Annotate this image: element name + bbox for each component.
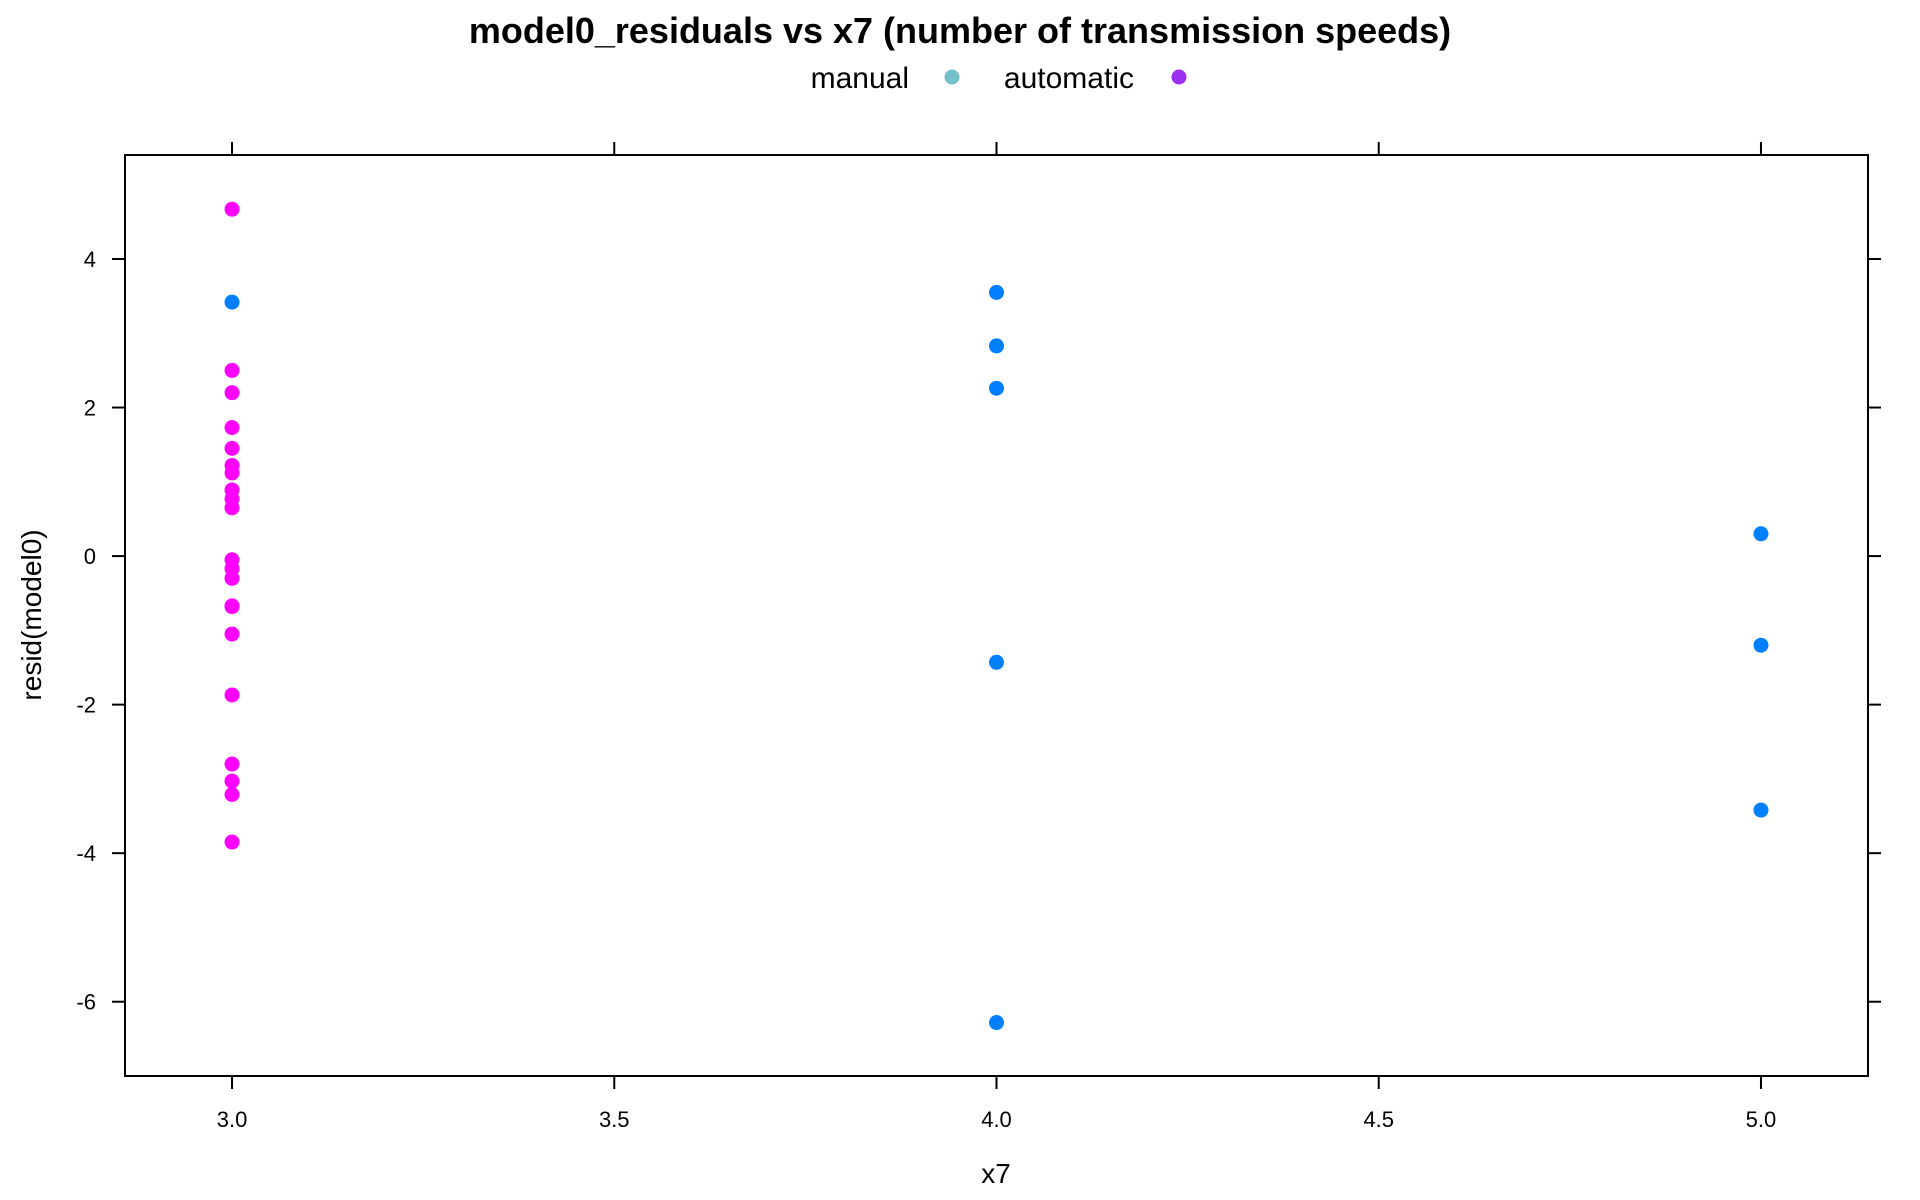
legend-marker-manual xyxy=(944,69,960,85)
chart-title: model0_residuals vs x7 (number of transm… xyxy=(469,10,1451,51)
y-tick-label: 2 xyxy=(84,396,96,421)
data-point xyxy=(224,465,240,481)
data-point xyxy=(224,787,240,803)
x-axis-label: x7 xyxy=(981,1158,1011,1189)
data-point xyxy=(224,756,240,772)
data-point xyxy=(989,338,1004,354)
y-tick-label: -6 xyxy=(76,990,96,1015)
data-point xyxy=(989,1015,1004,1031)
data-point xyxy=(224,294,240,310)
data-point xyxy=(989,284,1004,300)
data-point xyxy=(224,773,240,789)
legend-label-automatic: automatic xyxy=(1004,62,1134,95)
data-point xyxy=(1753,526,1769,542)
x-axis-ticks: 3.0 3.5 4.0 4.5 5.0 xyxy=(217,142,1777,1132)
data-point xyxy=(989,654,1004,670)
y-axis-ticks: -6 -4 -2 0 2 4 xyxy=(76,247,1881,1015)
data-point xyxy=(224,420,240,436)
x-tick-label: 4.0 xyxy=(981,1107,1012,1132)
data-point xyxy=(224,626,240,642)
data-points xyxy=(224,201,1769,1031)
data-point xyxy=(224,687,240,703)
data-point xyxy=(224,500,240,516)
data-point xyxy=(989,380,1004,396)
x-tick-label: 3.5 xyxy=(599,1107,630,1132)
data-point xyxy=(224,834,240,850)
y-tick-label: 4 xyxy=(84,247,96,272)
data-point xyxy=(224,570,240,586)
x-tick-label: 3.0 xyxy=(217,1107,248,1132)
y-tick-label: 0 xyxy=(84,544,96,569)
data-point xyxy=(224,440,240,456)
data-point xyxy=(1753,637,1769,653)
legend-label-manual: manual xyxy=(811,62,909,95)
x-tick-label: 5.0 xyxy=(1746,1107,1777,1132)
y-tick-label: -2 xyxy=(76,693,96,718)
y-axis-label: resid(model0) xyxy=(16,529,47,700)
legend-marker-automatic xyxy=(1171,69,1187,85)
x-tick-label: 4.5 xyxy=(1363,1107,1394,1132)
data-point xyxy=(224,385,240,401)
y-tick-label: -4 xyxy=(76,841,96,866)
data-point xyxy=(224,598,240,614)
legend: manual automatic xyxy=(811,62,1187,95)
data-point xyxy=(224,362,240,378)
data-point xyxy=(224,201,240,217)
data-point xyxy=(1753,802,1769,818)
